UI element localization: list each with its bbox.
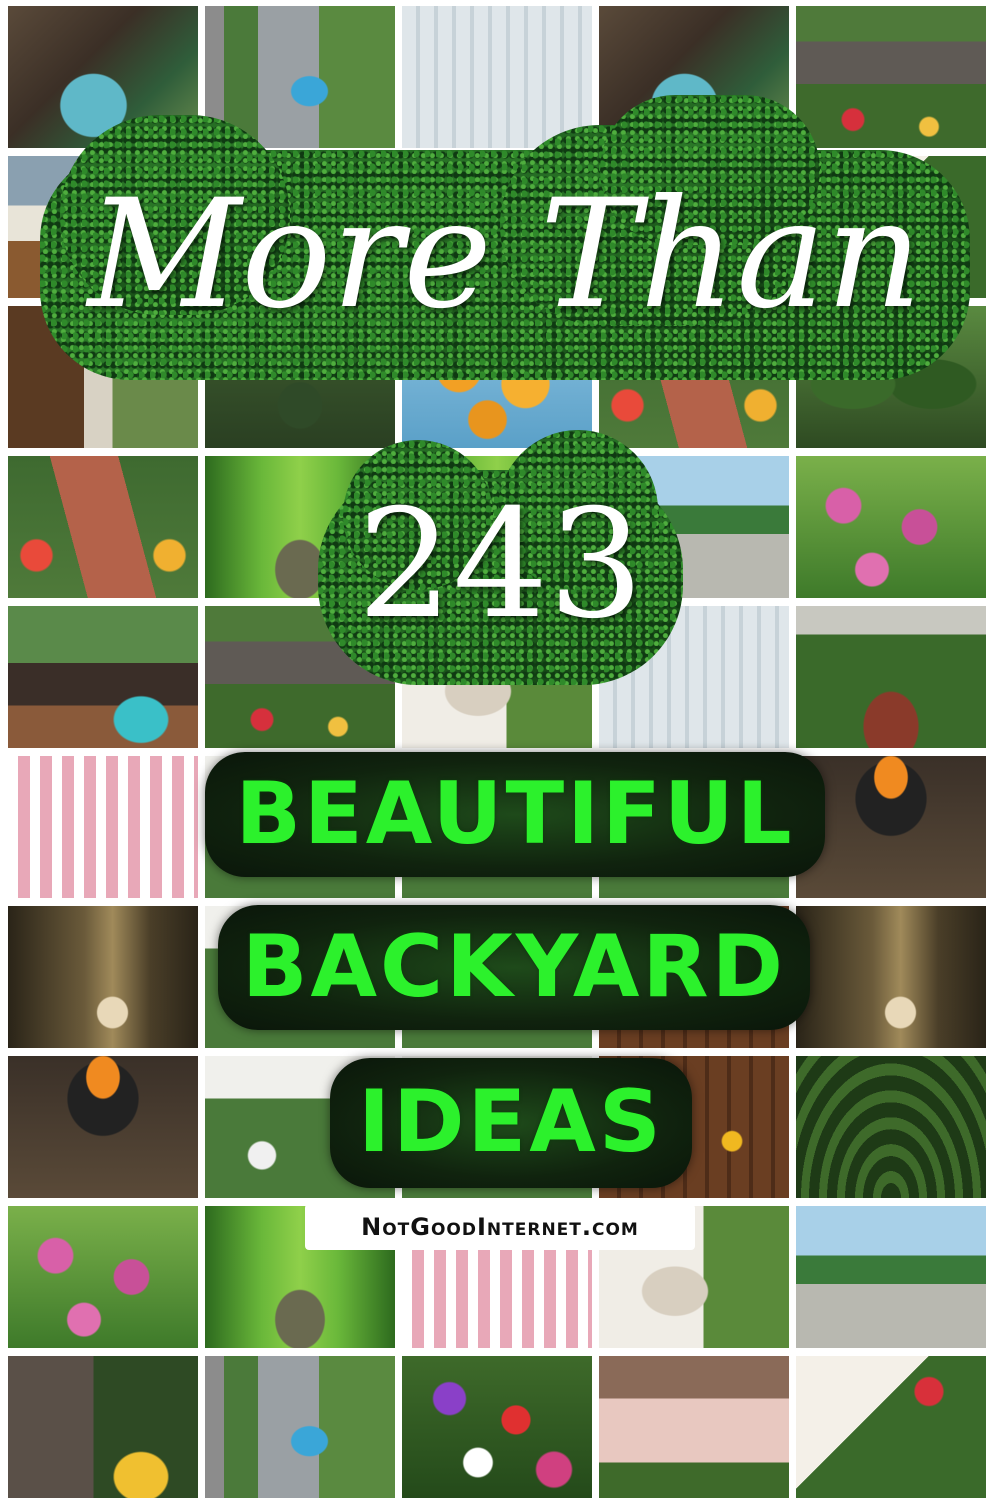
hedge-shape: [60, 115, 290, 315]
photo-city-greenery: [402, 6, 592, 148]
photo-stone-wall-garden: [8, 1356, 198, 1498]
photo-forest-mist: [796, 906, 986, 1048]
photo-patio-hot-tub: [8, 606, 198, 748]
photo-rose-arbor: [796, 1056, 986, 1198]
backyard-banner: BACKYARD: [218, 905, 810, 1030]
photo-forest-mist: [8, 906, 198, 1048]
photo-sunny-roses: [796, 1356, 986, 1498]
beautiful-banner: BEAUTIFUL: [205, 752, 825, 877]
hedge-shape: [343, 440, 493, 590]
photo-brick-path: [8, 456, 198, 598]
headline-backyard: BACKYARD: [241, 917, 787, 1017]
photo-aerial-pool: [205, 6, 395, 148]
headline-more-than: More Than: [87, 168, 923, 342]
title-number-block: 243: [318, 430, 683, 685]
hedge-shape: [498, 430, 658, 590]
title-more-than-block: More Than: [40, 95, 970, 385]
photo-stone-cottage: [796, 6, 986, 148]
ideas-banner: IDEAS: [330, 1058, 692, 1188]
headline-number: 243: [357, 478, 644, 652]
photo-aerial-pool: [205, 1356, 395, 1498]
headline-beautiful: BEAUTIFUL: [235, 764, 795, 864]
photo-fire-pit: [8, 1056, 198, 1198]
photo-anemones: [402, 1356, 592, 1498]
photo-palm-promenade: [796, 1206, 986, 1348]
photo-pink-house: [8, 756, 198, 898]
photo-pink-cottage: [599, 1356, 789, 1498]
photo-coneflowers: [8, 1206, 198, 1348]
headline-ideas: IDEAS: [358, 1072, 664, 1172]
photo-fire-pit: [796, 756, 986, 898]
photo-ivy-brick-wall: [796, 606, 986, 748]
hedge-shape: [600, 95, 820, 245]
site-domain-badge[interactable]: NotGoodInternet.com: [305, 1204, 695, 1250]
photo-coneflowers: [796, 456, 986, 598]
